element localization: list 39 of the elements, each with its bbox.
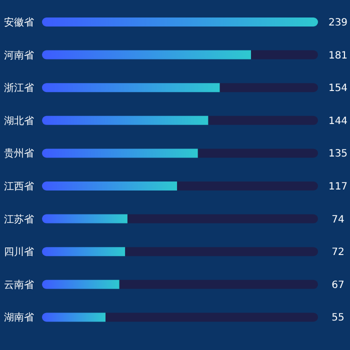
- bar: [42, 116, 208, 125]
- data-label: 67: [332, 280, 344, 291]
- data-label: 74: [332, 214, 344, 226]
- data-label: 117: [328, 182, 348, 192]
- bar: [42, 280, 120, 289]
- data-label: 55: [332, 312, 344, 324]
- bar: [127, 214, 318, 224]
- y-tick-label: 安徽省: [4, 16, 34, 28]
- bar: [125, 247, 318, 256]
- bar: [198, 148, 318, 158]
- bar: [42, 148, 198, 158]
- bar: [106, 312, 318, 322]
- y-tick-label: 江西省: [4, 180, 34, 192]
- bar: [42, 83, 220, 92]
- data-label: 154: [328, 83, 348, 94]
- y-tick-label: 贵州省: [4, 148, 34, 160]
- bar: [42, 312, 106, 322]
- y-tick-label: 湖南省: [4, 312, 34, 324]
- bar: [42, 50, 252, 60]
- data-label: 239: [328, 18, 348, 28]
- bar: [42, 247, 126, 256]
- y-tick-label: 浙江省: [4, 82, 34, 94]
- data-label: 135: [328, 148, 348, 160]
- bar: [220, 83, 318, 92]
- bar: [42, 182, 178, 190]
- data-label: 144: [328, 116, 348, 127]
- y-tick-label: 江苏省: [4, 213, 34, 226]
- bar: [251, 50, 318, 60]
- bar: [177, 182, 318, 190]
- y-tick-label: 河南省: [4, 49, 34, 62]
- data-label: 72: [332, 247, 344, 258]
- data-label: 181: [328, 50, 348, 62]
- bar: [42, 18, 318, 26]
- bar: [42, 214, 128, 224]
- bar: [208, 116, 318, 125]
- bar: [119, 280, 318, 289]
- y-tick-label: 四川省: [4, 246, 34, 258]
- y-tick-label: 湖北省: [4, 114, 34, 127]
- y-tick-label: 云南省: [4, 278, 34, 291]
